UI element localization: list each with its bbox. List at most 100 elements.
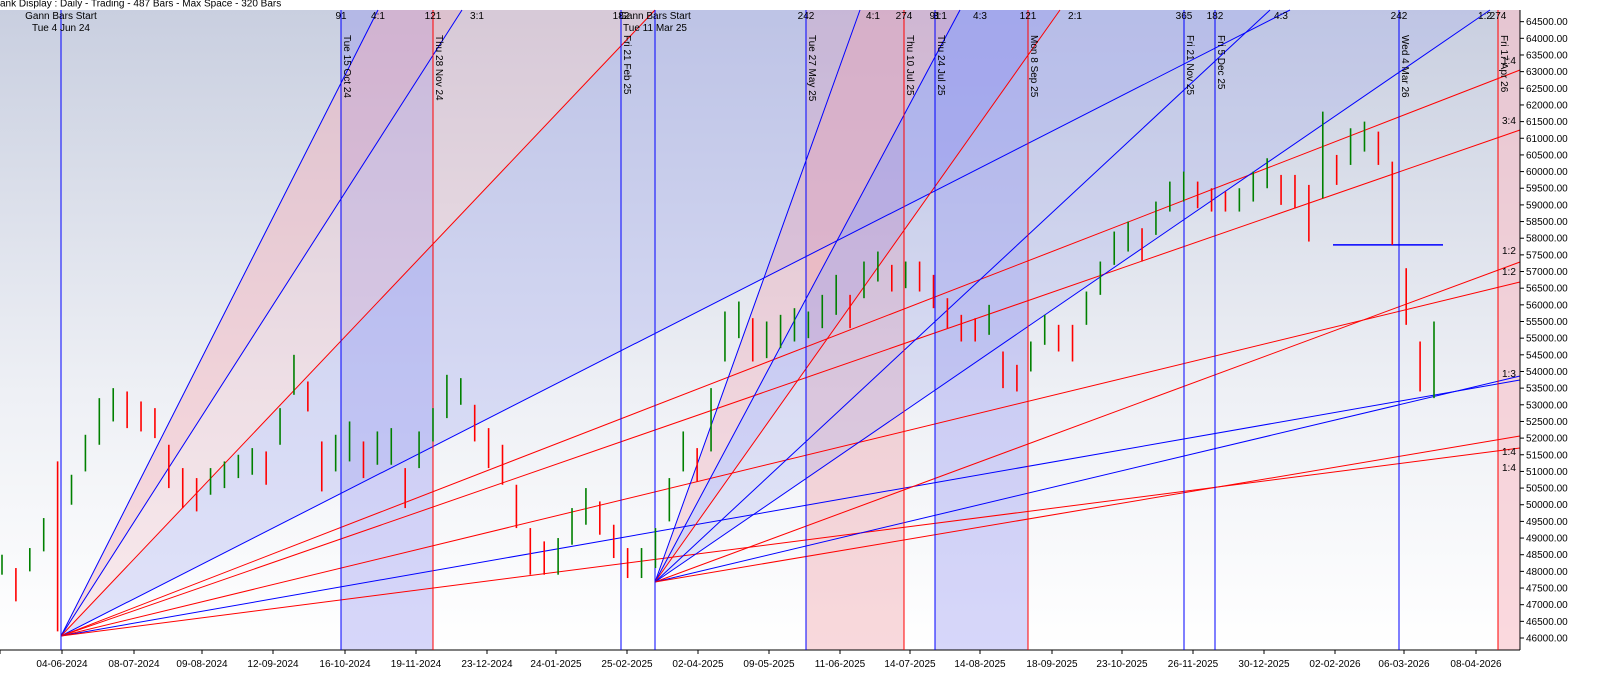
x-tick-label: 02-04-2025 xyxy=(672,659,724,670)
cycle-count: 365 xyxy=(1176,11,1193,22)
y-tick-label: 53500.00 xyxy=(1526,384,1568,395)
fan-lines xyxy=(60,9,1521,637)
y-tick-label: 49000.00 xyxy=(1526,534,1568,545)
y-tick-label: 46500.00 xyxy=(1526,617,1568,628)
y-tick-label: 64000.00 xyxy=(1526,34,1568,45)
angle-label: 1:2 xyxy=(1502,246,1516,257)
angle-label: 3:1 xyxy=(470,11,484,22)
y-tick-label: 56000.00 xyxy=(1526,300,1568,311)
x-tick-label: 04-06-2024 xyxy=(36,659,88,670)
x-tick-label: 30-12-2025 xyxy=(1238,659,1290,670)
y-tick-label: 49500.00 xyxy=(1526,517,1568,528)
y-tick-label: 47000.00 xyxy=(1526,600,1568,611)
cycle-count: 91 xyxy=(335,11,347,22)
y-tick-label: 51000.00 xyxy=(1526,467,1568,478)
x-tick-label: 25-02-2025 xyxy=(601,659,653,670)
y-tick-label: 54000.00 xyxy=(1526,367,1568,378)
angle-label: 1:4 xyxy=(1502,447,1516,458)
x-tick-label: 14-08-2025 xyxy=(954,659,1006,670)
x-tick-label: 02-02-2026 xyxy=(1309,659,1361,670)
cycle-count: 274 xyxy=(1490,11,1507,22)
y-tick-label: 59000.00 xyxy=(1526,200,1568,211)
x-tick-label: 24-01-2025 xyxy=(530,659,582,670)
y-tick-label: 62000.00 xyxy=(1526,100,1568,111)
x-tick-label: 11-06-2025 xyxy=(815,659,866,670)
x-tick-label: 19-11-2024 xyxy=(391,659,442,670)
x-tick-label: 18-09-2025 xyxy=(1026,659,1078,670)
y-tick-label: 51500.00 xyxy=(1526,450,1568,461)
angle-label: 3:4 xyxy=(1502,116,1516,127)
x-tick-label: 23-12-2024 xyxy=(461,659,513,670)
y-tick-label: 47500.00 xyxy=(1526,584,1568,595)
y-tick-label: 62500.00 xyxy=(1526,84,1568,95)
x-tick-label: 14-07-2025 xyxy=(884,659,936,670)
y-tick-label: 57500.00 xyxy=(1526,250,1568,261)
y-tick-label: 55000.00 xyxy=(1526,334,1568,345)
cycle-count: 242 xyxy=(1391,11,1408,22)
x-tick-label: 23-10-2025 xyxy=(1096,659,1148,670)
angle-label: 3:1 xyxy=(933,11,947,22)
y-tick-label: 63500.00 xyxy=(1526,50,1568,61)
x-tick-label: 09-05-2025 xyxy=(743,659,795,670)
cycle-bands xyxy=(341,10,1520,650)
cycle-date: Fri 21 Feb 25 xyxy=(621,35,632,95)
cycle-date: Mon 8 Sep 25 xyxy=(1028,35,1039,98)
y-tick-label: 61000.00 xyxy=(1526,134,1568,145)
cycle-date: Tue 27 May 25 xyxy=(806,35,817,102)
cycle-count: 121 xyxy=(1020,11,1037,22)
y-tick-label: 60500.00 xyxy=(1526,150,1568,161)
angle-label: 1:3 xyxy=(1502,369,1516,380)
start-label: Gann Bars Start xyxy=(619,11,691,22)
y-tick-label: 56500.00 xyxy=(1526,284,1568,295)
cycle-count: 274 xyxy=(896,11,913,22)
cycle-date: Thu 28 Nov 24 xyxy=(433,35,444,101)
angle-label: 1:4 xyxy=(1502,56,1516,67)
y-tick-label: 63000.00 xyxy=(1526,67,1568,78)
x-tick-label: 09-08-2024 xyxy=(176,659,228,670)
y-tick-label: 53000.00 xyxy=(1526,400,1568,411)
angle-label: 1:2 xyxy=(1502,267,1516,278)
y-tick-label: 52000.00 xyxy=(1526,434,1568,445)
y-tick-label: 59500.00 xyxy=(1526,184,1568,195)
y-tick-label: 50000.00 xyxy=(1526,500,1568,511)
cycle-date: Fri 17 Apr 26 xyxy=(1498,35,1509,93)
cycle-date: Fri 21 Nov 25 xyxy=(1184,35,1195,95)
angle-label: 4:3 xyxy=(1274,11,1288,22)
y-tick-label: 60000.00 xyxy=(1526,167,1568,178)
x-tick-label: 08-07-2024 xyxy=(108,659,160,670)
y-tick-label: 58500.00 xyxy=(1526,217,1568,228)
x-tick-label: 16-10-2024 xyxy=(319,659,371,670)
y-tick-label: 64500.00 xyxy=(1526,17,1568,28)
angle-label: 4:1 xyxy=(371,11,385,22)
y-tick-label: 55500.00 xyxy=(1526,317,1568,328)
cycle-count: 182 xyxy=(1207,11,1224,22)
start-label: Gann Bars Start xyxy=(25,11,97,22)
y-tick-label: 50500.00 xyxy=(1526,484,1568,495)
cycle-date: Thu 10 Jul 25 xyxy=(904,35,915,96)
cycle-date: Thu 24 Jul 25 xyxy=(935,35,946,96)
angle-label: 1:2 xyxy=(1478,11,1492,22)
cycle-date: Fri 5 Dec 25 xyxy=(1215,35,1226,90)
y-tick-label: 48500.00 xyxy=(1526,550,1568,561)
angle-label: 4:1 xyxy=(866,11,880,22)
price-axis xyxy=(1520,0,1600,685)
angle-label: 4:3 xyxy=(973,11,987,22)
angle-label: 1:4 xyxy=(1502,463,1516,474)
y-tick-label: 58000.00 xyxy=(1526,234,1568,245)
y-tick-label: 57000.00 xyxy=(1526,267,1568,278)
angle-label: 2:1 xyxy=(1068,11,1082,22)
y-tick-label: 46000.00 xyxy=(1526,634,1568,645)
y-tick-label: 52500.00 xyxy=(1526,417,1568,428)
start-date: Tue 4 Jun 24 xyxy=(32,23,90,34)
start-date: Tue 11 Mar 25 xyxy=(623,23,687,34)
x-tick-label: 26-11-2025 xyxy=(1168,659,1219,670)
cycle-count: 91 xyxy=(929,11,941,22)
cycle-date: Tue 15 Oct 24 xyxy=(341,35,352,98)
cycle-count: 242 xyxy=(798,11,815,22)
y-tick-label: 54500.00 xyxy=(1526,350,1568,361)
cycle-count: 182 xyxy=(613,11,630,22)
y-tick-label: 48000.00 xyxy=(1526,567,1568,578)
cycle-date: Wed 4 Mar 26 xyxy=(1399,35,1410,98)
x-tick-label: 12-09-2024 xyxy=(247,659,299,670)
